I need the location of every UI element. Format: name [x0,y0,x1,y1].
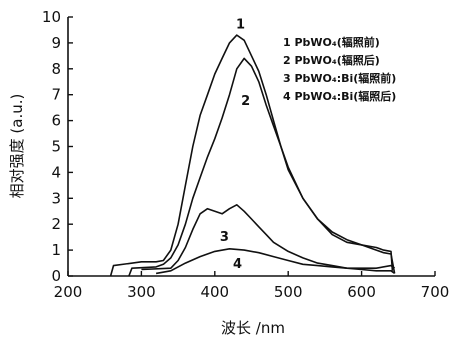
series-line-4 [155,248,396,275]
y-tick-label: 1 [51,241,61,259]
series-line-2 [128,57,396,277]
legend: 1 PbWO₄(辐照前) 2 PbWO₄(辐照后) 3 PbWO₄:Bi(辐照前… [283,35,396,103]
y-tick-label: 4 [51,163,61,181]
x-tick-label: 500 [274,283,303,301]
curve-label-4: 4 [233,257,242,272]
y-tick-label: 7 [51,86,61,104]
y-tick-label: 9 [51,34,61,52]
x-tick-label: 700 [421,283,450,301]
legend-entry-1: 1 PbWO₄(辐照前) [283,35,380,49]
x-tick-label: 200 [54,283,83,301]
curves [109,34,396,277]
y-tick-label: 0 [51,267,61,285]
legend-entry-4: 4 PbWO₄:Bi(辐照后) [283,89,396,103]
curve-label-1: 1 [236,18,245,33]
curve-label-3: 3 [220,230,229,245]
curve-label-2: 2 [241,94,250,109]
y-axis-label: 相对强度 (a.u.) [8,94,26,199]
y-tick-label: 8 [51,60,61,78]
legend-entry-3: 3 PbWO₄:Bi(辐照前) [283,71,396,85]
x-axis-label: 波长 /nm [221,319,285,337]
x-tick-label: 600 [347,283,376,301]
legend-entry-2: 2 PbWO₄(辐照后) [283,53,380,67]
y-tick-label: 3 [51,189,61,207]
x-tick-label: 400 [200,283,229,301]
y-tick-label: 5 [51,138,61,156]
series-line-1 [109,34,394,277]
y-tick-label: 2 [51,215,61,233]
y-tick-label: 10 [42,8,61,26]
y-tick-label: 6 [51,112,61,130]
curve-labels: 1 2 34 [220,18,250,273]
x-tick-label: 300 [127,283,156,301]
